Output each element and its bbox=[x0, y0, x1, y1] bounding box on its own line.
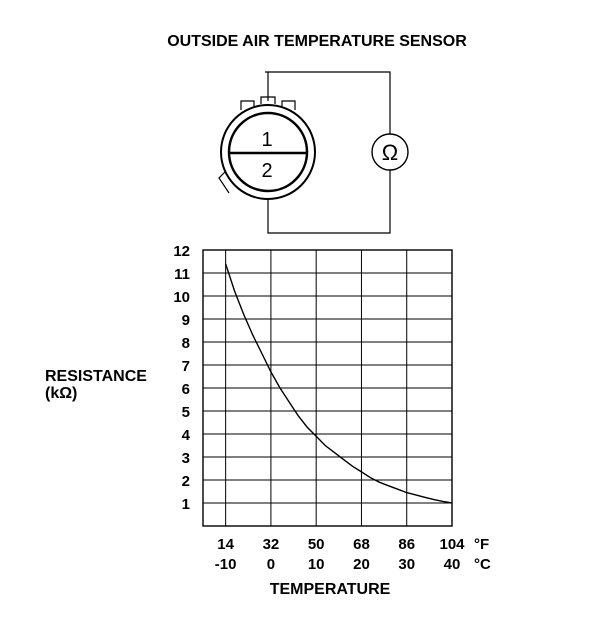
x-unit-c: °C bbox=[474, 556, 491, 573]
y-tick-label: 9 bbox=[182, 312, 190, 329]
y-tick-label: 7 bbox=[182, 358, 190, 375]
x-tick-label-c: 40 bbox=[444, 556, 461, 573]
y-tick-label: 1 bbox=[182, 496, 190, 513]
y-tick-label: 4 bbox=[182, 427, 191, 444]
connector-tab-right bbox=[281, 100, 296, 110]
y-tick-label: 3 bbox=[182, 450, 190, 467]
y-tick-label: 12 bbox=[173, 243, 190, 260]
x-tick-label-c: 30 bbox=[398, 556, 415, 573]
ohm-icon: Ω bbox=[382, 140, 398, 165]
ohmmeter-circle bbox=[371, 133, 409, 171]
y-tick-label: 6 bbox=[182, 381, 190, 398]
x-axis-label: TEMPERATURE bbox=[270, 581, 391, 598]
y-tick-label: 11 bbox=[174, 266, 190, 283]
x-tick-labels-f: 14 32 50 68 86 104 bbox=[217, 536, 465, 553]
x-tick-labels-c: -10 0 10 20 30 40 bbox=[215, 556, 461, 573]
resistance-curve bbox=[224, 263, 453, 504]
y-tick-label: 8 bbox=[182, 335, 190, 352]
x-tick-label-f: 50 bbox=[308, 536, 325, 553]
y-tick-label: 5 bbox=[182, 404, 190, 421]
x-tick-label-f: 14 bbox=[217, 536, 234, 553]
x-tick-label-f: 104 bbox=[439, 536, 465, 553]
x-unit-f: °F bbox=[474, 536, 489, 553]
pin-2-label: 2 bbox=[261, 160, 272, 182]
meter-wire bbox=[265, 71, 391, 234]
y-tick-label: 10 bbox=[173, 289, 190, 306]
x-tick-label-f: 68 bbox=[353, 536, 370, 553]
y-axis-label-line1: RESISTANCE bbox=[45, 368, 147, 385]
y-tick-label: 2 bbox=[182, 473, 190, 490]
y-axis-label-line2: (kΩ) bbox=[45, 385, 77, 402]
sensor-connector: 1 2 bbox=[218, 71, 391, 234]
ohmmeter: Ω bbox=[371, 133, 409, 171]
chart-frame bbox=[202, 249, 453, 527]
connector-latch bbox=[218, 169, 230, 194]
pin-1-label: 1 bbox=[261, 129, 272, 151]
x-tick-label-c: 10 bbox=[308, 556, 325, 573]
x-tick-label-c: 20 bbox=[353, 556, 370, 573]
chart-grid bbox=[203, 250, 452, 526]
x-tick-label-c: 0 bbox=[267, 556, 275, 573]
connector-tab-left bbox=[240, 100, 255, 110]
connector-tab-center bbox=[260, 96, 276, 104]
x-tick-label-f: 32 bbox=[263, 536, 280, 553]
x-tick-label-c: -10 bbox=[215, 556, 237, 573]
diagram-title: OUTSIDE AIR TEMPERATURE SENSOR bbox=[167, 33, 467, 50]
x-tick-label-f: 86 bbox=[398, 536, 415, 553]
